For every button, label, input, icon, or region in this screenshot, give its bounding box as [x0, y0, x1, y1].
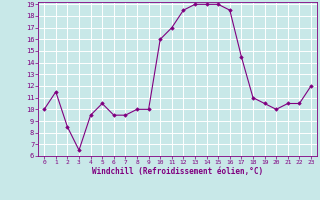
X-axis label: Windchill (Refroidissement éolien,°C): Windchill (Refroidissement éolien,°C) [92, 167, 263, 176]
